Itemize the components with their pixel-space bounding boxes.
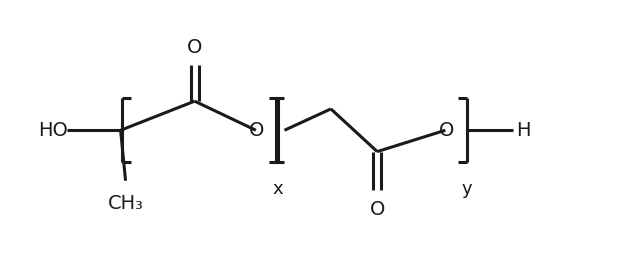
Text: O: O [369,200,385,219]
Text: O: O [438,121,454,140]
Text: O: O [187,38,202,57]
Text: H: H [516,121,531,140]
Text: x: x [272,180,283,198]
Text: y: y [461,180,472,198]
Text: O: O [249,121,264,140]
Text: HO: HO [38,121,68,140]
Text: CH₃: CH₃ [108,194,143,213]
